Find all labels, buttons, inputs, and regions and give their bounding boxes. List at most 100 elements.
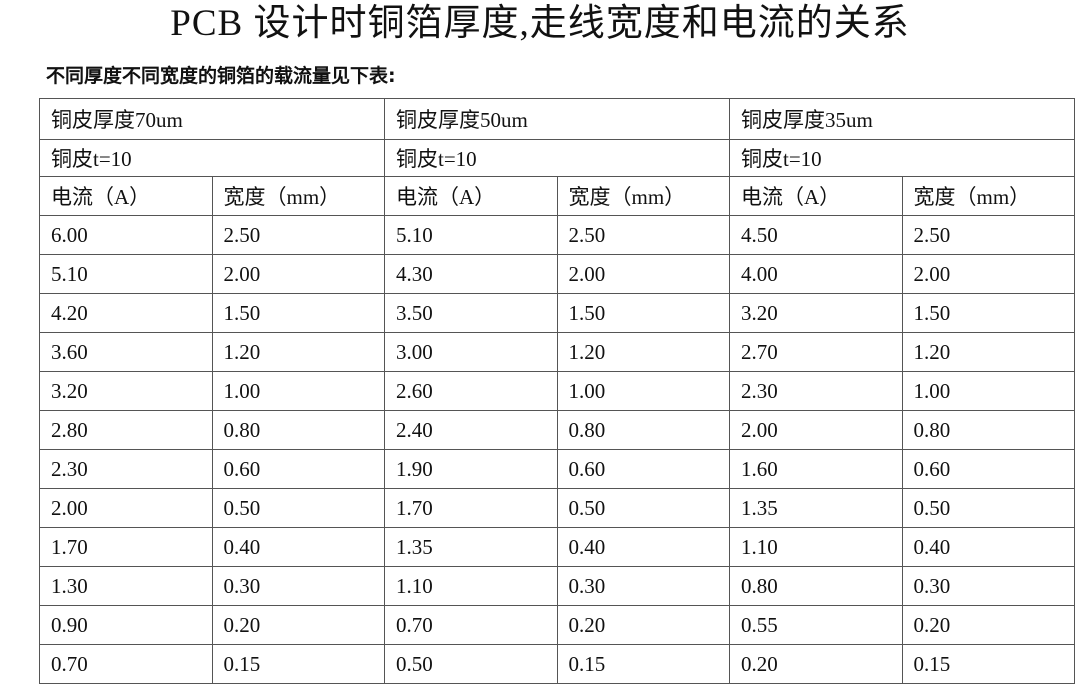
width-cell: 1.50: [901, 293, 1075, 333]
table-row: 2.80 0.80 2.40 0.80 2.00 0.80: [39, 410, 1075, 450]
current-cell: 6.00: [39, 215, 213, 255]
current-cell: 0.70: [39, 644, 213, 684]
current-cell: 0.90: [39, 605, 213, 645]
current-cell: 2.00: [39, 488, 213, 528]
table-row: 2.30 0.60 1.90 0.60 1.60 0.60: [39, 449, 1075, 489]
width-cell: 0.60: [556, 449, 730, 489]
current-cell: 1.90: [384, 449, 558, 489]
current-cell: 2.60: [384, 371, 558, 411]
width-cell: 1.20: [211, 332, 385, 372]
current-cell: 1.10: [384, 566, 558, 606]
width-cell: 0.15: [556, 644, 730, 684]
width-cell: 0.40: [556, 527, 730, 567]
current-cell: 0.50: [384, 644, 558, 684]
page-title: PCB 设计时铜箔厚度,走线宽度和电流的关系: [170, 3, 910, 44]
table-row: 3.20 1.00 2.60 1.00 2.30 1.00: [39, 371, 1075, 411]
width-cell: 1.50: [211, 293, 385, 333]
column-header-width: 宽度（mm）: [556, 176, 730, 216]
t-header-row: 铜皮t=10 铜皮t=10 铜皮t=10: [39, 139, 1075, 177]
thickness-header-row: 铜皮厚度70um 铜皮厚度50um 铜皮厚度35um: [39, 98, 1075, 140]
current-cell: 3.20: [729, 293, 903, 333]
table-caption: 不同厚度不同宽度的铜箔的载流量见下表:: [46, 65, 396, 87]
current-cell: 4.30: [384, 254, 558, 294]
width-cell: 2.00: [901, 254, 1075, 294]
current-cell: 5.10: [39, 254, 213, 294]
width-cell: 0.80: [211, 410, 385, 450]
width-cell: 1.00: [901, 371, 1075, 411]
width-cell: 1.20: [556, 332, 730, 372]
table-row: 6.00 2.50 5.10 2.50 4.50 2.50: [39, 215, 1075, 255]
current-cell: 4.20: [39, 293, 213, 333]
thickness-header: 铜皮厚度70um: [39, 98, 385, 140]
width-cell: 2.50: [901, 215, 1075, 255]
current-cell: 2.30: [39, 449, 213, 489]
width-cell: 2.50: [211, 215, 385, 255]
column-header-row: 电流（A） 宽度（mm） 电流（A） 宽度（mm） 电流（A） 宽度（mm）: [39, 176, 1075, 216]
current-cell: 1.35: [384, 527, 558, 567]
current-cell: 0.55: [729, 605, 903, 645]
thickness-header: 铜皮厚度50um: [384, 98, 730, 140]
width-cell: 0.40: [211, 527, 385, 567]
column-header-width: 宽度（mm）: [901, 176, 1075, 216]
current-cell: 1.70: [39, 527, 213, 567]
current-cell: 0.70: [384, 605, 558, 645]
width-cell: 0.60: [211, 449, 385, 489]
current-width-table: 铜皮厚度70um 铜皮厚度50um 铜皮厚度35um 铜皮t=10 铜皮t=10…: [39, 98, 1075, 684]
thickness-header: 铜皮厚度35um: [729, 98, 1075, 140]
current-cell: 2.00: [729, 410, 903, 450]
width-cell: 1.20: [901, 332, 1075, 372]
table-row: 1.70 0.40 1.35 0.40 1.10 0.40: [39, 527, 1075, 567]
width-cell: 0.15: [211, 644, 385, 684]
t-header: 铜皮t=10: [384, 139, 730, 177]
current-cell: 3.50: [384, 293, 558, 333]
current-cell: 0.80: [729, 566, 903, 606]
width-cell: 0.60: [901, 449, 1075, 489]
width-cell: 0.30: [556, 566, 730, 606]
current-cell: 1.30: [39, 566, 213, 606]
table-row: 2.00 0.50 1.70 0.50 1.35 0.50: [39, 488, 1075, 528]
width-cell: 2.50: [556, 215, 730, 255]
current-cell: 1.10: [729, 527, 903, 567]
width-cell: 0.15: [901, 644, 1075, 684]
current-cell: 5.10: [384, 215, 558, 255]
current-cell: 1.60: [729, 449, 903, 489]
current-cell: 3.20: [39, 371, 213, 411]
t-header: 铜皮t=10: [729, 139, 1075, 177]
table-row: 4.20 1.50 3.50 1.50 3.20 1.50: [39, 293, 1075, 333]
current-cell: 1.35: [729, 488, 903, 528]
table-row: 0.90 0.20 0.70 0.20 0.55 0.20: [39, 605, 1075, 645]
width-cell: 0.80: [556, 410, 730, 450]
current-cell: 2.30: [729, 371, 903, 411]
table-row: 1.30 0.30 1.10 0.30 0.80 0.30: [39, 566, 1075, 606]
width-cell: 1.00: [211, 371, 385, 411]
width-cell: 0.30: [901, 566, 1075, 606]
width-cell: 0.20: [901, 605, 1075, 645]
width-cell: 0.50: [556, 488, 730, 528]
current-cell: 1.70: [384, 488, 558, 528]
width-cell: 0.30: [211, 566, 385, 606]
current-cell: 3.60: [39, 332, 213, 372]
width-cell: 0.50: [901, 488, 1075, 528]
current-cell: 0.20: [729, 644, 903, 684]
current-cell: 4.50: [729, 215, 903, 255]
width-cell: 1.00: [556, 371, 730, 411]
width-cell: 0.20: [556, 605, 730, 645]
t-header: 铜皮t=10: [39, 139, 385, 177]
width-cell: 2.00: [556, 254, 730, 294]
current-cell: 2.70: [729, 332, 903, 372]
width-cell: 2.00: [211, 254, 385, 294]
column-header-current: 电流（A）: [384, 176, 558, 216]
width-cell: 0.80: [901, 410, 1075, 450]
current-cell: 2.80: [39, 410, 213, 450]
current-cell: 4.00: [729, 254, 903, 294]
width-cell: 0.50: [211, 488, 385, 528]
table-row: 0.70 0.15 0.50 0.15 0.20 0.15: [39, 644, 1075, 684]
column-header-current: 电流（A）: [729, 176, 903, 216]
current-cell: 2.40: [384, 410, 558, 450]
column-header-current: 电流（A）: [39, 176, 213, 216]
width-cell: 0.20: [211, 605, 385, 645]
width-cell: 1.50: [556, 293, 730, 333]
table-row: 5.10 2.00 4.30 2.00 4.00 2.00: [39, 254, 1075, 294]
width-cell: 0.40: [901, 527, 1075, 567]
table-row: 3.60 1.20 3.00 1.20 2.70 1.20: [39, 332, 1075, 372]
